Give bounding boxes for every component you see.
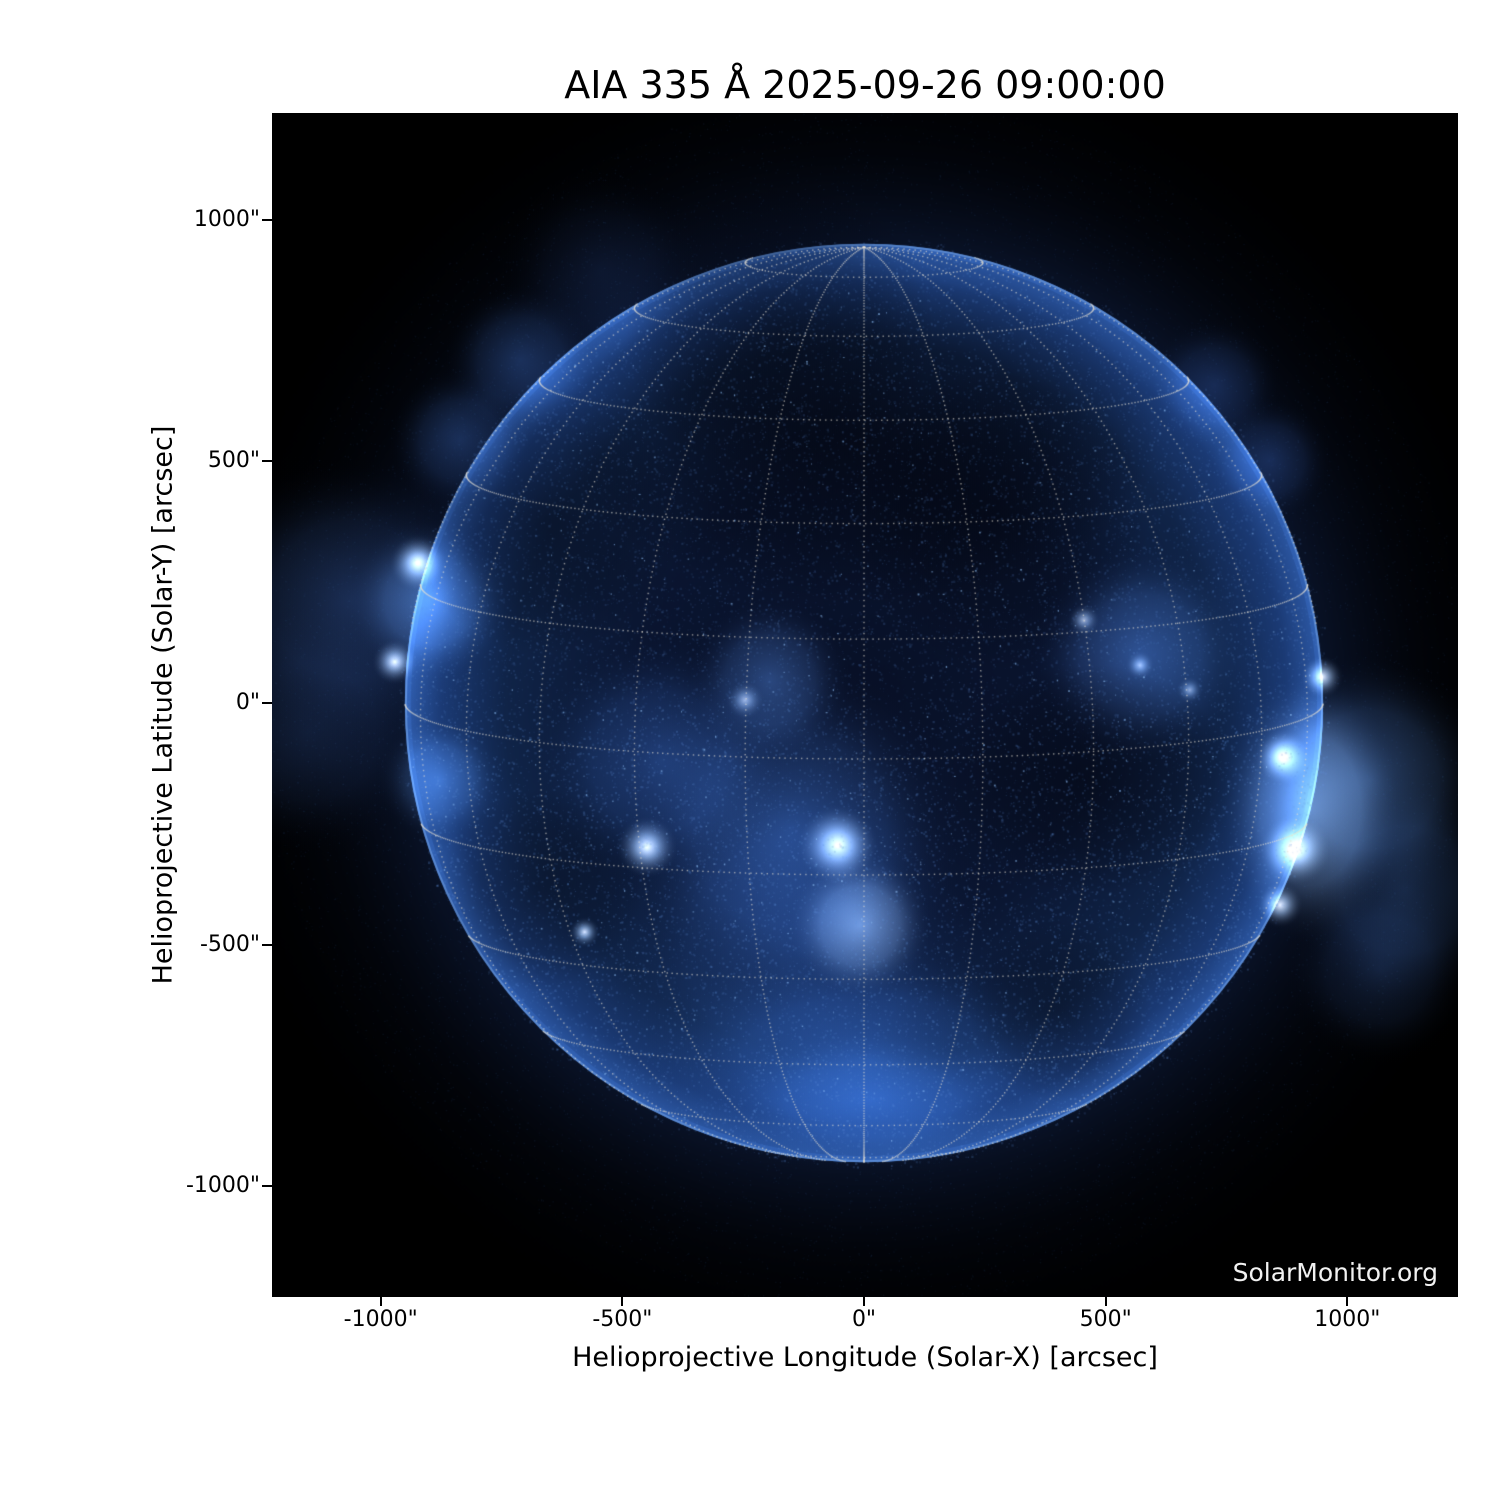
x-tick-label: -500" [592, 1307, 653, 1332]
y-tick-mark [262, 218, 272, 221]
x-tick-label: -1000" [343, 1307, 418, 1332]
x-tick-mark [863, 1297, 865, 1306]
y-tick-mark [262, 460, 272, 463]
y-tick-label: 0" [235, 690, 260, 715]
y-tick-mark [262, 943, 272, 946]
x-tick-mark [1104, 1297, 1107, 1306]
solar-disk-image [272, 113, 1458, 1297]
y-tick-label: 500" [207, 448, 260, 474]
x-tick-label: 1000" [1314, 1307, 1381, 1332]
watermark: SolarMonitor.org [1232, 1258, 1438, 1287]
x-tick-label: 500" [1079, 1307, 1132, 1332]
x-tick-mark [1346, 1297, 1349, 1306]
x-tick-mark [621, 1297, 624, 1306]
y-tick-label: -500" [199, 931, 260, 957]
x-tick-label: 0" [851, 1307, 877, 1332]
plot-area: SolarMonitor.org [272, 113, 1458, 1297]
x-axis-label: Helioprojective Longitude (Solar-X) [arc… [572, 1342, 1158, 1373]
y-tick-mark [262, 1185, 272, 1188]
x-tick-mark [379, 1297, 382, 1306]
plot-title: AIA 335 Å 2025-09-26 09:00:00 [564, 63, 1166, 107]
y-tick-label: -1000" [185, 1173, 260, 1199]
y-tick-mark [262, 702, 272, 704]
y-tick-label: 1000" [193, 206, 260, 232]
